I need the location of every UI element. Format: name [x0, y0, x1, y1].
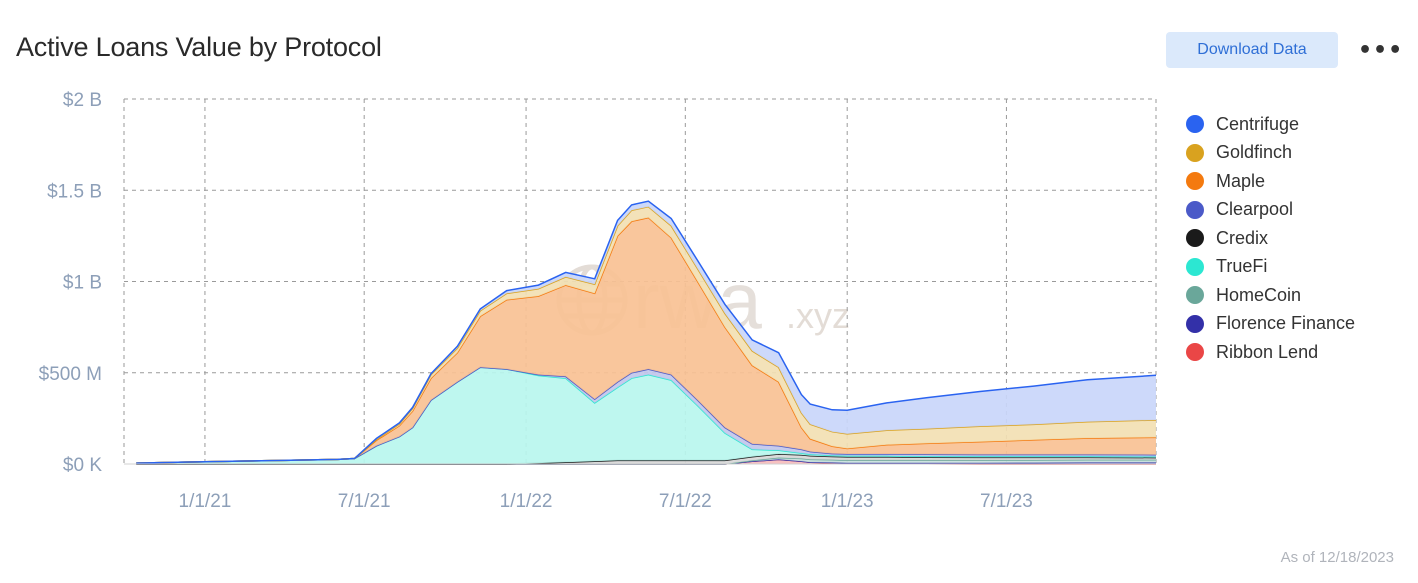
legend-label: Goldfinch: [1216, 142, 1293, 163]
legend-item-homecoin[interactable]: HomeCoin: [1186, 281, 1355, 310]
as-of-date: As of 12/18/2023: [1280, 549, 1394, 566]
legend-item-credix[interactable]: Credix: [1186, 224, 1355, 253]
area-credix[interactable]: [136, 454, 1157, 464]
legend-label: Clearpool: [1216, 199, 1294, 220]
x-tick-label: 1/1/23: [821, 491, 874, 512]
legend-marker-icon: [1186, 314, 1204, 333]
y-tick-label: $0 K: [63, 455, 102, 476]
legend-label: Maple: [1216, 170, 1266, 191]
legend-label: Florence Finance: [1216, 313, 1356, 334]
legend: Centrifuge Goldfinch Maple Clearpool Credix T…: [1186, 110, 1355, 367]
legend-item-goldfinch[interactable]: Goldfinch: [1186, 139, 1355, 168]
area-maple[interactable]: [136, 217, 1157, 464]
x-tick-label: 7/1/22: [659, 491, 712, 512]
legend-label: HomeCoin: [1216, 284, 1302, 305]
legend-label: Ribbon Lend: [1216, 341, 1319, 362]
legend-label: TrueFi: [1216, 256, 1268, 277]
y-tick-label: $1.5 B: [47, 181, 102, 202]
more-options-icon[interactable]: •••: [1358, 32, 1402, 68]
legend-marker-icon: [1186, 200, 1204, 219]
watermark-suffix: .xyz: [786, 295, 850, 336]
legend-marker-icon: [1186, 143, 1204, 162]
x-tick-label: 1/1/21: [179, 491, 232, 512]
legend-label: Credix: [1216, 227, 1269, 248]
legend-marker-icon: [1186, 115, 1204, 134]
legend-marker-icon: [1186, 257, 1204, 276]
download-data-button[interactable]: Download Data: [1166, 32, 1338, 68]
legend-label: Centrifuge: [1216, 113, 1300, 134]
y-tick-label: $2 B: [63, 90, 102, 111]
legend-marker-icon: [1186, 229, 1204, 248]
legend-item-clearpool[interactable]: Clearpool: [1186, 196, 1355, 225]
x-tick-label: 7/1/21: [338, 491, 391, 512]
legend-item-maple[interactable]: Maple: [1186, 167, 1355, 196]
legend-item-centrifuge[interactable]: Centrifuge: [1186, 110, 1355, 139]
legend-item-ribbon-lend[interactable]: Ribbon Lend: [1186, 338, 1355, 367]
legend-item-truefi[interactable]: TrueFi: [1186, 253, 1355, 282]
y-tick-label: $1 B: [63, 273, 102, 294]
x-tick-label: 7/1/23: [980, 491, 1033, 512]
area-goldfinch[interactable]: [136, 206, 1157, 464]
series-areas: [136, 200, 1157, 465]
area-truefi[interactable]: [136, 367, 1157, 464]
y-tick-label: $500 M: [39, 364, 102, 385]
x-tick-label: 1/1/22: [500, 491, 553, 512]
area-homecoin[interactable]: [136, 457, 1157, 464]
legend-item-florence-finance[interactable]: Florence Finance: [1186, 310, 1355, 339]
legend-marker-icon: [1186, 172, 1204, 191]
chart-title: Active Loans Value by Protocol: [16, 32, 382, 62]
legend-marker-icon: [1186, 286, 1204, 305]
axes: $0 K $500 M $1 B $1.5 B $2 B 1/1/21 7/1/21 1/1/…: [39, 90, 1156, 512]
legend-marker-icon: [1186, 343, 1204, 362]
line-centrifuge: [136, 200, 1157, 464]
